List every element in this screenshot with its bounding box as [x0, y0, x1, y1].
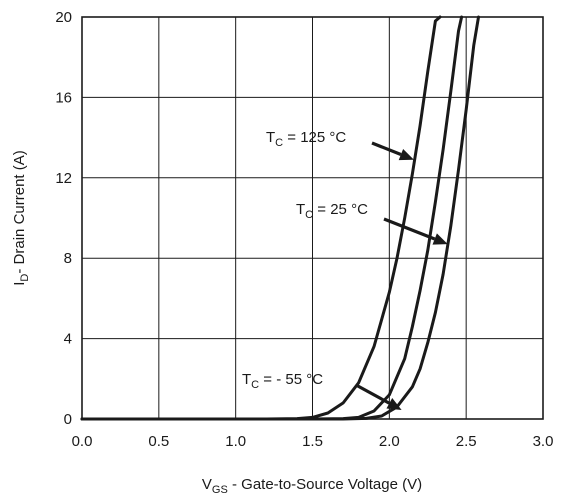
y-tick-label: 16 [55, 89, 72, 106]
x-tick-label: 3.0 [533, 433, 554, 450]
y-tick-label: 0 [64, 411, 72, 428]
arrow-head [398, 148, 414, 161]
annotation-125c: TC = 125 °C [266, 129, 346, 149]
y-tick-labels: 0 4 8 12 16 20 [55, 9, 72, 428]
arrow-shaft [383, 217, 436, 241]
arrow-head [386, 397, 402, 410]
x-tick-label: 1.0 [225, 433, 246, 450]
x-tick-label: 0.0 [72, 433, 93, 450]
x-tick-label: 2.5 [456, 433, 477, 450]
arrow-125c [371, 141, 414, 161]
curve-minus55c [80, 15, 480, 421]
arrow-head [432, 233, 448, 245]
arrow-shaft [371, 141, 402, 157]
arrow-shaft [355, 383, 391, 405]
y-tick-label: 12 [55, 170, 72, 187]
x-axis-label: VGS - Gate-to-Source Voltage (V) [202, 476, 422, 496]
x-tick-label: 1.5 [302, 433, 323, 450]
x-tick-labels: 0.0 0.5 1.0 1.5 2.0 2.5 3.0 [72, 433, 554, 450]
arrow-minus55c [355, 383, 402, 410]
y-axis-label: ID- Drain Current (A) [11, 150, 31, 285]
y-tick-label: 4 [64, 331, 72, 348]
x-tick-label: 0.5 [148, 433, 169, 450]
plot-frame [81, 16, 544, 420]
annotation-25c: TC = 25 °C [296, 201, 368, 221]
curves [80, 15, 480, 421]
x-tick-label: 2.0 [379, 433, 400, 450]
y-tick-label: 8 [64, 250, 72, 267]
annotation-minus55c: TC = - 55 °C [242, 371, 323, 391]
y-tick-label: 20 [55, 9, 72, 26]
annotation-arrows [355, 141, 448, 410]
curve-125c [80, 15, 442, 421]
arrow-25c [383, 217, 448, 245]
